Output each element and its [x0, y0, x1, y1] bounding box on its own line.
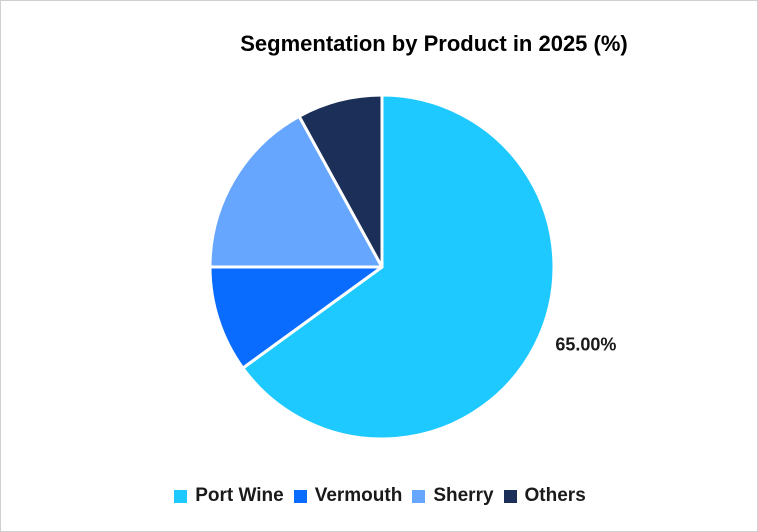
legend-item-vermouth: Vermouth: [293, 485, 403, 507]
legend-label: Vermouth: [314, 485, 403, 506]
pie-slice-others: [297, 93, 384, 269]
legend-swatch: [412, 489, 426, 503]
pie-slice-sherry: [208, 114, 384, 269]
legend-item-others: Others: [503, 485, 586, 507]
legend-swatch: [503, 489, 517, 503]
legend-item-port-wine: Port Wine: [174, 485, 284, 507]
legend-swatch: [293, 489, 307, 503]
legend-label: Sherry: [433, 485, 494, 506]
legend-label: Others: [524, 485, 586, 506]
pie-slices: [208, 93, 556, 441]
pie-slice-vermouth: [208, 265, 384, 370]
pie-data-labels: 65.00%: [555, 335, 616, 355]
chart-title: Segmentation by Product in 2025 (%): [240, 31, 628, 56]
legend-item-sherry: Sherry: [412, 485, 494, 507]
pie-slice-port-wine: [241, 93, 556, 441]
legend-label: Port Wine: [195, 485, 284, 506]
data-label-port-wine: 65.00%: [555, 335, 616, 355]
legend-swatch: [174, 489, 188, 503]
legend: Port Wine Vermouth Sherry Others: [1, 485, 757, 507]
